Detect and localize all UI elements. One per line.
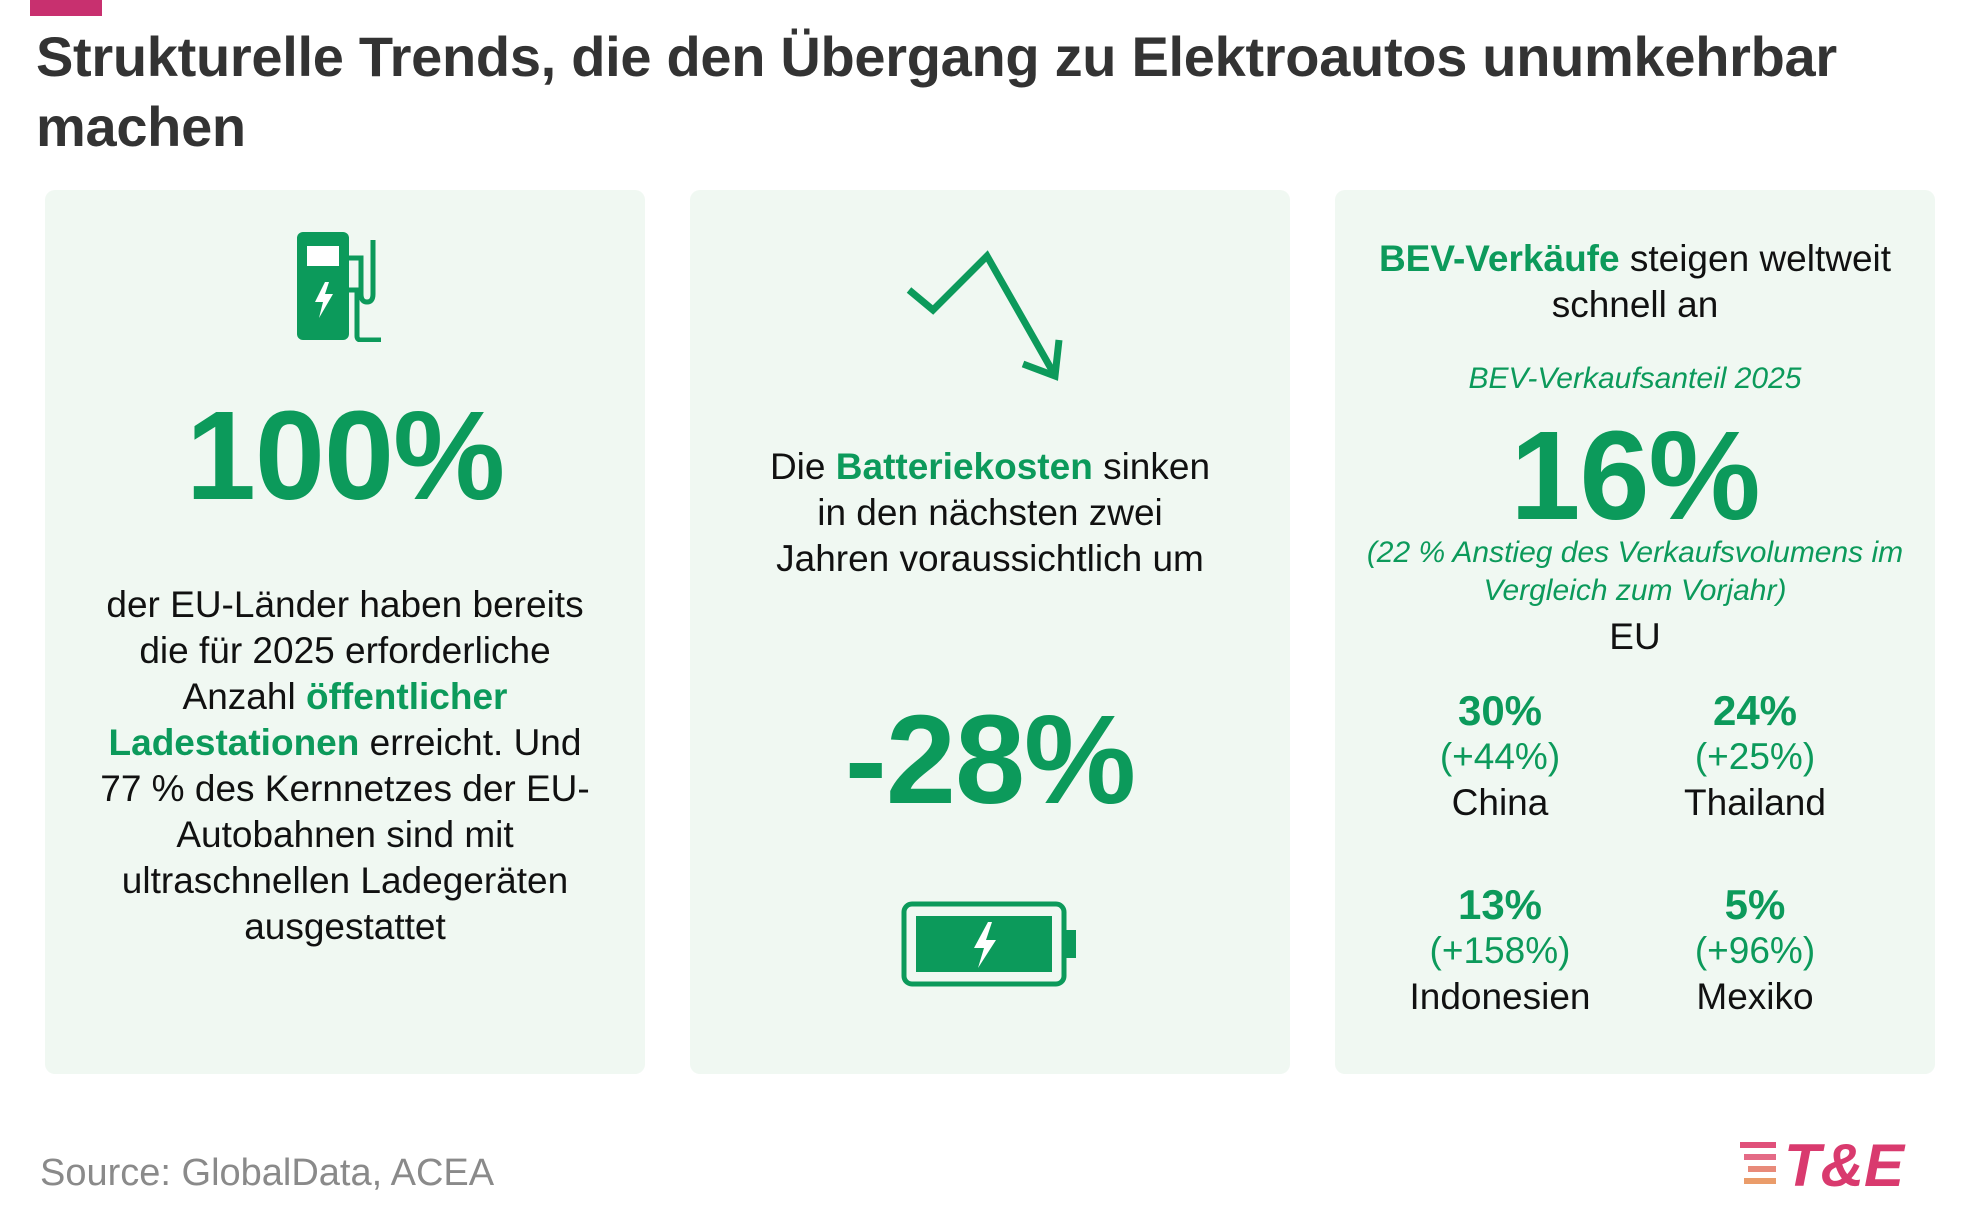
country-change: (+25%): [1694, 736, 1816, 777]
card-charging-stations: 100% der EU-Länder haben bereits die für…: [45, 190, 645, 1074]
fuel-pump-icon: [297, 232, 381, 342]
charging-text-part1: der EU-Länder haben bereits die für 2025…: [106, 584, 584, 717]
charging-text-part2: erreicht. Und 77 % des Kernnetzes der EU…: [100, 722, 590, 947]
eu-share-value: 16%: [1510, 405, 1760, 546]
country-share: 5%: [1724, 881, 1786, 928]
country-stat: 30% (+44%) China: [1370, 688, 1630, 826]
sales-head-rest: steigen weltweit schnell an: [1551, 238, 1892, 325]
source-note: Source: GlobalData, ACEA: [40, 1152, 495, 1194]
charging-description: der EU-Länder haben bereits die für 2025…: [45, 582, 645, 950]
te-logo: T&E: [1740, 1132, 1906, 1198]
sales-heading: BEV-Verkäufe steigen weltweit schnell an: [1335, 236, 1935, 328]
country-change: (+158%): [1429, 930, 1571, 971]
trend-down-arrow-icon: [906, 250, 1063, 381]
country-change: (+96%): [1694, 930, 1816, 971]
chargers-percentage: 100%: [185, 385, 505, 526]
sales-head-highlight: BEV-Verkäufe: [1378, 238, 1620, 279]
battery-text-highlight: Batteriekosten: [835, 446, 1093, 487]
country-change: (+44%): [1439, 736, 1561, 777]
card-bev-sales: BEV-Verkäufe steigen weltweit schnell an…: [1335, 190, 1935, 1074]
battery-description: Die Batteriekosten sinken in den nächste…: [690, 444, 1290, 582]
country-name: China: [1451, 782, 1549, 823]
country-stat: 24% (+25%) Thailand: [1625, 688, 1885, 826]
battery-text-part1: Die: [769, 446, 836, 487]
stripes-icon: [1740, 1142, 1776, 1184]
country-share: 13%: [1457, 881, 1543, 928]
page-title: Strukturelle Trends, die den Übergang zu…: [36, 25, 1837, 158]
charging-text-highlight: öffentlicher Ladestationen: [108, 676, 508, 763]
country-name: Mexiko: [1696, 976, 1814, 1017]
country-name: Indonesien: [1409, 976, 1591, 1017]
country-stat: 13% (+158%) Indonesien: [1370, 882, 1630, 1020]
battery-charging-icon: [901, 901, 1076, 987]
battery-cost-change: -28%: [844, 689, 1136, 830]
sales-subtitle: BEV-Verkaufsanteil 2025: [1468, 362, 1802, 395]
card-battery-costs: Die Batteriekosten sinken in den nächste…: [690, 190, 1290, 1074]
accent-bar: [30, 0, 102, 16]
battery-text-part2: sinken in den nächsten zwei Jahren vorau…: [776, 446, 1211, 579]
country-share: 24%: [1712, 687, 1798, 734]
logo-text: T&E: [1784, 1132, 1906, 1198]
region-label: EU: [1609, 616, 1661, 657]
country-stat: 5% (+96%) Mexiko: [1625, 882, 1885, 1020]
country-name: Thailand: [1684, 782, 1826, 823]
country-share: 30%: [1457, 687, 1543, 734]
sales-note: (22 % Anstieg des Verkaufsvolumens im Ve…: [1366, 536, 1904, 607]
